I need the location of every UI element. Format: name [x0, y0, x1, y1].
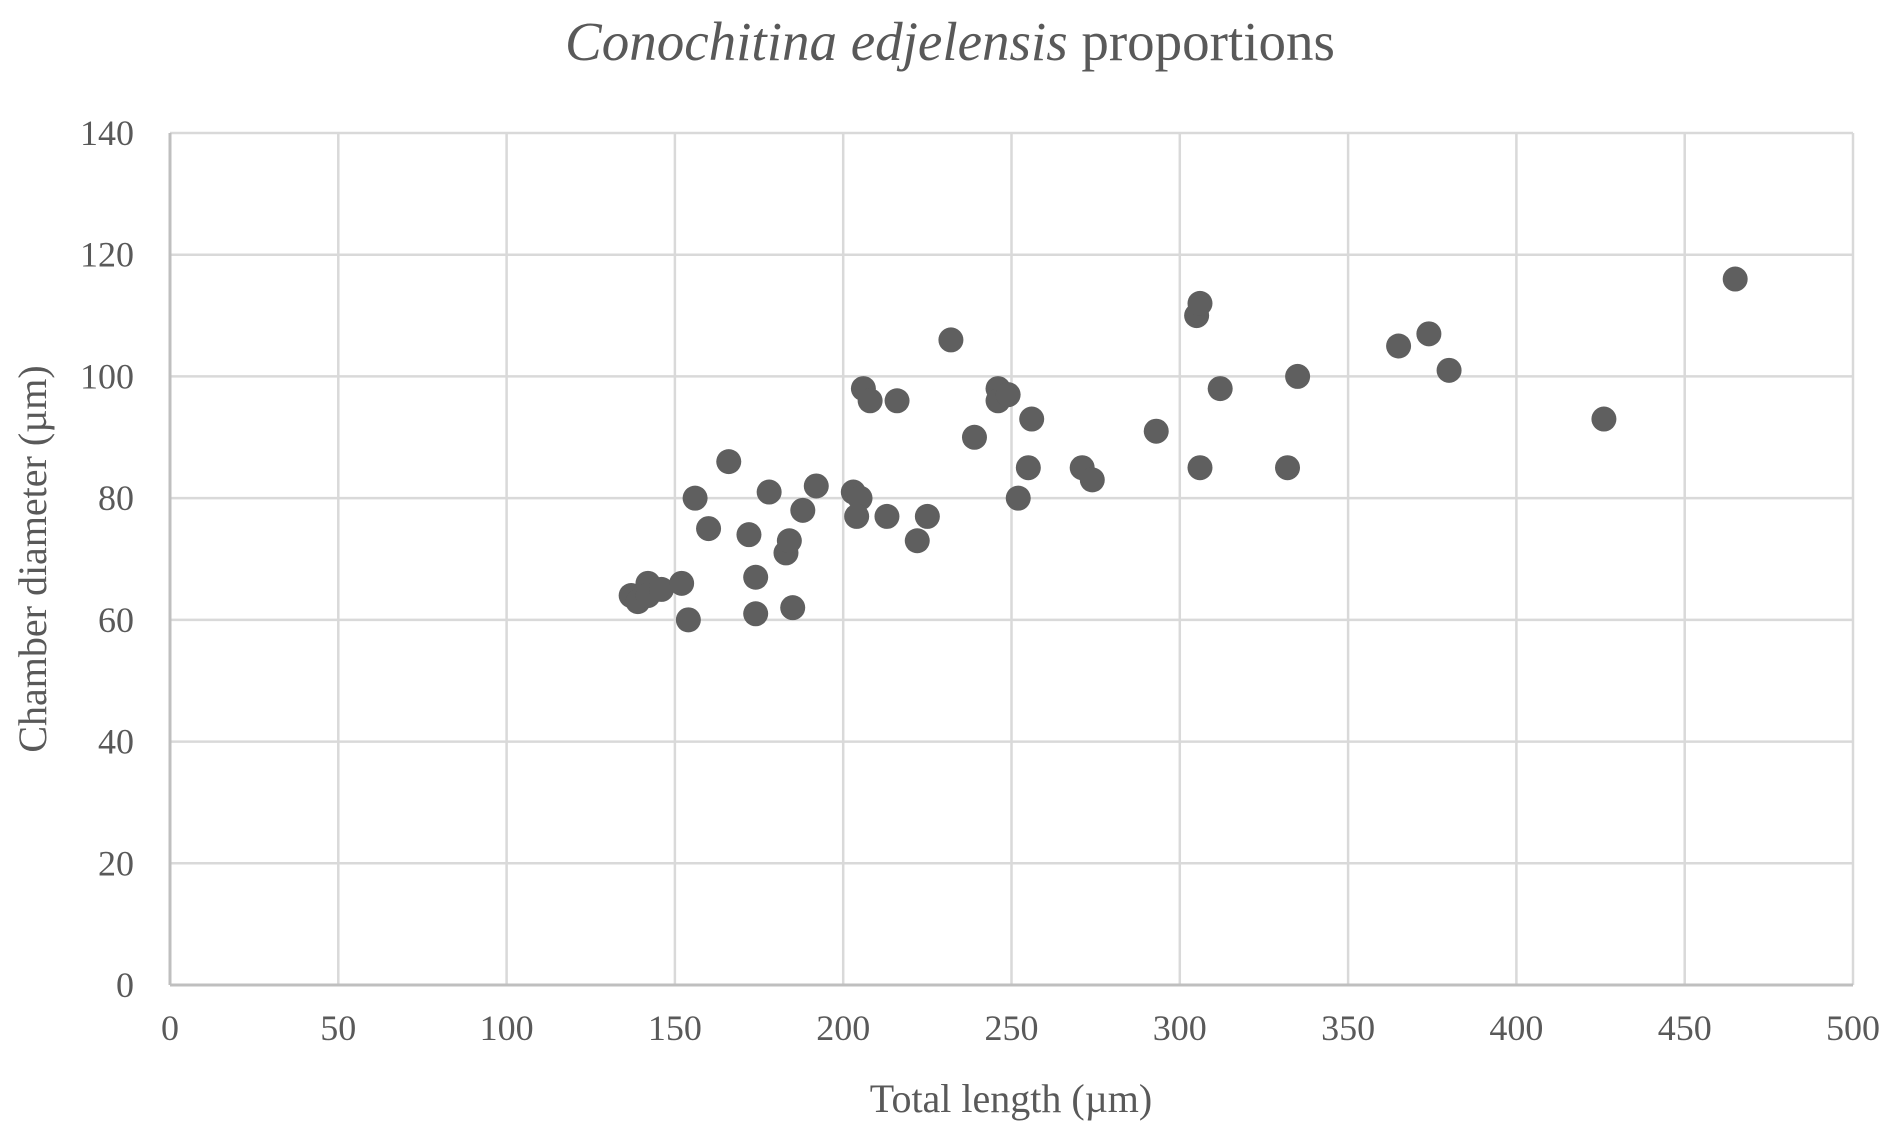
data-point: [1005, 485, 1031, 511]
x-tick-label: 150: [648, 1008, 702, 1048]
data-point: [790, 497, 816, 523]
chart-title-suffix: proportions: [1068, 11, 1335, 72]
data-point: [736, 522, 762, 548]
y-axis-title: Chamber diameter (µm): [10, 365, 55, 752]
data-point: [743, 601, 769, 627]
data-point: [995, 382, 1021, 408]
x-tick-label: 350: [1321, 1008, 1375, 1048]
data-point: [803, 473, 829, 499]
data-point: [648, 576, 674, 602]
data-point: [1386, 333, 1412, 359]
y-tick-label: 20: [98, 843, 134, 883]
x-tick-label: 250: [985, 1008, 1039, 1048]
data-point: [756, 479, 782, 505]
y-tick-label: 0: [116, 965, 134, 1005]
x-tick-label: 450: [1658, 1008, 1712, 1048]
data-point: [1275, 455, 1301, 481]
data-point: [844, 503, 870, 529]
data-point: [675, 607, 701, 633]
data-point: [776, 528, 802, 554]
x-tick-label: 200: [816, 1008, 870, 1048]
x-tick-label: 500: [1826, 1008, 1880, 1048]
data-point: [780, 595, 806, 621]
data-point: [1722, 266, 1748, 292]
data-point: [884, 388, 910, 414]
data-point: [1591, 406, 1617, 432]
data-point: [743, 564, 769, 590]
x-tick-label: 400: [1489, 1008, 1543, 1048]
y-tick-label: 60: [98, 600, 134, 640]
y-tick-label: 40: [98, 722, 134, 762]
gridlines: [170, 131, 1855, 985]
data-point: [669, 570, 695, 596]
data-point: [1436, 357, 1462, 383]
data-point: [857, 388, 883, 414]
data-point: [1015, 455, 1041, 481]
data-point: [961, 424, 987, 450]
y-tick-labels: 0 20 40 60 80 100 120 140: [80, 113, 134, 1005]
y-tick-label: 120: [80, 235, 134, 275]
data-point: [938, 327, 964, 353]
data-points: [618, 266, 1748, 633]
x-tick-label: 100: [480, 1008, 534, 1048]
x-tick-label: 0: [161, 1008, 179, 1048]
data-point: [696, 516, 722, 542]
data-point: [874, 503, 900, 529]
data-point: [682, 485, 708, 511]
chart-title: Conochitina edjelensis proportions: [565, 11, 1335, 72]
data-point: [1143, 418, 1169, 444]
y-tick-label: 80: [98, 478, 134, 518]
axes: [168, 133, 1853, 987]
x-tick-labels: 0 50 100 150 200 250 300 350 400 450 500: [161, 1008, 1880, 1048]
x-tick-label: 50: [320, 1008, 356, 1048]
data-point: [904, 528, 930, 554]
chart-title-species: Conochitina edjelensis: [565, 11, 1068, 72]
data-point: [1019, 406, 1045, 432]
y-tick-label: 100: [80, 356, 134, 396]
data-point: [716, 449, 742, 475]
data-point: [1207, 376, 1233, 402]
x-axis-title: Total length (µm): [870, 1076, 1152, 1121]
y-tick-label: 140: [80, 113, 134, 153]
data-point: [1416, 321, 1442, 347]
data-point: [1285, 363, 1311, 389]
data-point: [914, 503, 940, 529]
x-tick-label: 300: [1153, 1008, 1207, 1048]
data-point: [1187, 455, 1213, 481]
data-point: [1079, 467, 1105, 493]
data-point: [1187, 290, 1213, 316]
